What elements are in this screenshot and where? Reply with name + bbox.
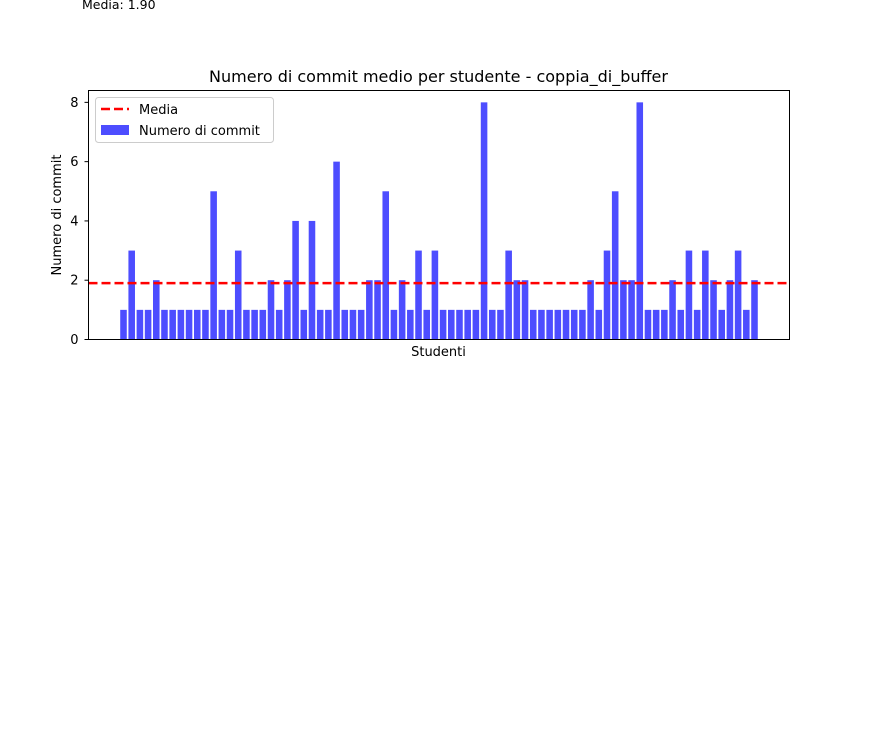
- bar: [456, 309, 463, 340]
- y-axis: 0 2 4 6 8: [70, 96, 89, 348]
- y-tick-label: 0: [70, 333, 78, 348]
- bar: [218, 309, 226, 340]
- bar: [177, 309, 185, 340]
- y-tick-label: 8: [70, 96, 78, 111]
- bar: [374, 280, 381, 340]
- bar: [193, 309, 201, 340]
- bar: [677, 309, 685, 340]
- bar: [620, 280, 627, 340]
- plot-frame: [88, 90, 790, 340]
- bar: [431, 250, 439, 340]
- y-tick-label: 2: [70, 274, 78, 289]
- bar: [185, 309, 193, 340]
- bar: [169, 309, 176, 340]
- legend: Media Numero di commit: [95, 97, 274, 143]
- bar: [538, 309, 545, 340]
- bar: [546, 309, 553, 340]
- bar: [603, 250, 611, 340]
- legend-box: [95, 97, 274, 143]
- bar: [415, 250, 422, 340]
- legend-label-mean: Media: [139, 103, 178, 118]
- bar: [153, 280, 160, 340]
- bar: [382, 191, 390, 340]
- bar: [685, 250, 693, 340]
- bar: [521, 280, 529, 340]
- bar: [243, 309, 250, 340]
- bar: [595, 309, 603, 340]
- bar: [702, 250, 709, 340]
- y-axis-label: Numero di commit: [50, 155, 65, 276]
- bars-layer: [120, 102, 758, 340]
- bar: [267, 280, 275, 340]
- bar: [554, 309, 562, 340]
- bar: [529, 309, 537, 340]
- bar: [136, 309, 144, 340]
- bar: [234, 250, 242, 340]
- bar: [661, 309, 668, 340]
- bar: [366, 280, 373, 340]
- bar: [333, 161, 340, 340]
- y-tick-label: 4: [70, 214, 78, 229]
- bar: [161, 309, 168, 340]
- bar: [751, 280, 758, 340]
- chart-title: Numero di commit medio per studente - co…: [209, 67, 668, 87]
- bar: [579, 309, 586, 340]
- bar: [464, 309, 471, 340]
- y-tick-label: 6: [70, 155, 78, 170]
- bar: [505, 250, 512, 340]
- bar: [292, 220, 299, 340]
- bar: [669, 280, 676, 340]
- bar: [275, 309, 283, 340]
- bar: [570, 309, 578, 340]
- bar: [611, 191, 619, 340]
- bar: [210, 191, 217, 340]
- legend-bar-swatch: [101, 125, 129, 135]
- bar: [144, 309, 152, 340]
- bar: [636, 102, 644, 340]
- bar: [300, 309, 308, 340]
- bar: [316, 309, 324, 340]
- bar: [308, 220, 316, 340]
- bar: [439, 309, 447, 340]
- bar: [652, 309, 660, 340]
- bar: [693, 309, 701, 340]
- bar: [325, 309, 332, 340]
- bar: [284, 280, 291, 340]
- mean-caption: Media: 1.90: [82, 0, 156, 12]
- bar: [120, 309, 127, 340]
- bar: [472, 309, 480, 340]
- bar: [202, 309, 209, 340]
- bar: [341, 309, 349, 340]
- bar: [407, 309, 414, 340]
- legend-label-commits: Numero di commit: [139, 124, 260, 139]
- bar: [734, 250, 742, 340]
- bar: [628, 280, 635, 340]
- bar: [226, 309, 234, 340]
- x-axis-label: Studenti: [411, 345, 466, 360]
- bar: [448, 309, 455, 340]
- bar: [128, 250, 135, 340]
- bar: [259, 309, 267, 340]
- bar: [349, 309, 357, 340]
- bar: [710, 280, 717, 340]
- bar: [398, 280, 406, 340]
- bar: [357, 309, 365, 340]
- bar: [390, 309, 398, 340]
- bar: [587, 280, 594, 340]
- bar: [718, 309, 725, 340]
- bar: [488, 309, 496, 340]
- bar: [562, 309, 570, 340]
- bar: [251, 309, 258, 340]
- bar: [743, 309, 750, 340]
- bar: [480, 102, 488, 340]
- bar: [497, 309, 504, 340]
- bar: [726, 280, 734, 340]
- bar: [644, 309, 652, 340]
- bar: [513, 280, 521, 340]
- bar: [423, 309, 430, 340]
